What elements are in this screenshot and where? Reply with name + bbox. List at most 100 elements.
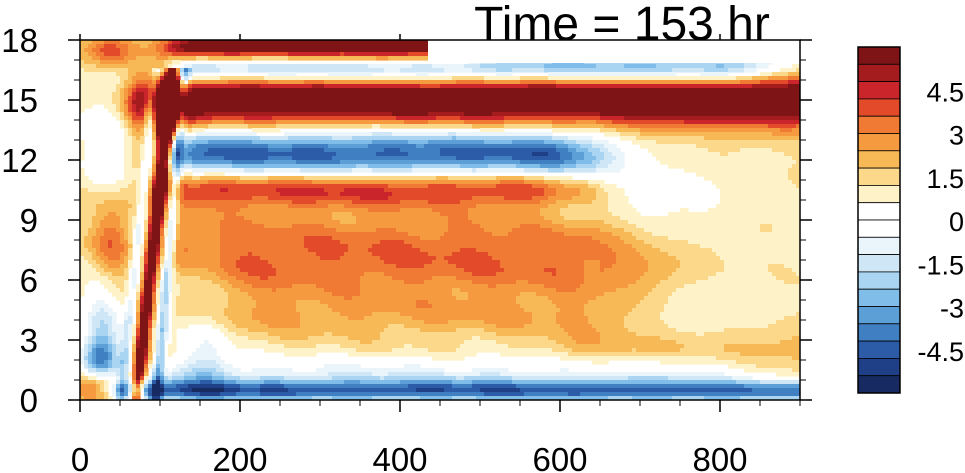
- contour-cell: [140, 152, 145, 157]
- contour-cell: [136, 240, 141, 245]
- contour-cell: [224, 376, 241, 381]
- contour-cell: [120, 368, 125, 373]
- contour-cell: [156, 292, 161, 297]
- contour-cell: [180, 124, 185, 129]
- contour-cell: [80, 52, 89, 57]
- contour-cell: [80, 196, 137, 201]
- contour-cell: [456, 376, 465, 381]
- contour-cell: [128, 224, 133, 229]
- contour-cell: [224, 156, 269, 161]
- contour-cell: [140, 128, 145, 133]
- contour-cell: [560, 208, 609, 213]
- contour-cell: [432, 208, 469, 213]
- contour-cell: [152, 272, 157, 277]
- contour-cell: [116, 72, 129, 77]
- contour-cell: [220, 248, 309, 253]
- contour-cell: [124, 396, 129, 400]
- contour-cell: [160, 392, 165, 397]
- contour-cell: [144, 372, 149, 377]
- contour-cell: [576, 288, 617, 293]
- contour-cell: [592, 360, 609, 365]
- contour-cell: [88, 44, 97, 49]
- contour-cell: [168, 252, 173, 257]
- contour-cell: [136, 296, 141, 301]
- contour-cell: [92, 308, 101, 313]
- contour-cell: [324, 224, 449, 229]
- contour-cell: [144, 200, 149, 205]
- contour-cell: [104, 268, 125, 273]
- contour-cell: [364, 272, 385, 277]
- contour-cell: [656, 284, 685, 289]
- contour-cell: [152, 312, 157, 317]
- contour-cell: [616, 288, 653, 293]
- contour-cell: [148, 256, 157, 261]
- contour-cell: [384, 272, 473, 277]
- contour-cell: [264, 380, 281, 385]
- contour-cell: [172, 256, 177, 261]
- contour-cell: [164, 60, 173, 65]
- contour-cell: [540, 208, 561, 213]
- contour-cell: [148, 392, 153, 397]
- contour-cell: [172, 152, 177, 157]
- contour-cell: [592, 152, 605, 157]
- contour-cell: [656, 156, 793, 161]
- contour-cell: [124, 336, 129, 341]
- contour-cell: [120, 92, 125, 97]
- contour-cell: [520, 292, 537, 297]
- contour-cell: [104, 260, 125, 265]
- contour-cell: [224, 368, 241, 373]
- contour-cell: [168, 196, 173, 201]
- colorbar-label: -4.5: [917, 337, 964, 367]
- contour-cell: [128, 240, 133, 245]
- contour-cell: [144, 300, 153, 305]
- contour-cell: [276, 288, 325, 293]
- contour-cell: [184, 196, 253, 201]
- contour-cell: [760, 224, 773, 229]
- contour-cell: [128, 184, 137, 189]
- contour-cell: [708, 208, 800, 213]
- contour-cell: [180, 132, 185, 137]
- contour-cell: [624, 320, 665, 325]
- contour-cell: [416, 72, 429, 77]
- contour-cell: [172, 128, 177, 133]
- contour-cell: [684, 168, 789, 173]
- contour-cell: [172, 284, 181, 289]
- contour-cell: [132, 156, 141, 161]
- contour-cell: [468, 296, 517, 301]
- contour-cell: [188, 128, 193, 133]
- contour-cell: [340, 220, 357, 225]
- contour-cell: [596, 164, 609, 169]
- contour-cell: [208, 124, 249, 129]
- contour-cell: [128, 200, 137, 205]
- contour-cell: [556, 320, 589, 325]
- contour-cell: [728, 364, 757, 369]
- contour-cell: [464, 112, 493, 117]
- contour-cell: [532, 152, 549, 157]
- contour-cell: [504, 196, 533, 201]
- contour-cell: [448, 132, 457, 137]
- contour-cell: [128, 324, 133, 329]
- contour-cell: [80, 284, 85, 289]
- contour-cell: [168, 288, 173, 293]
- contour-cell: [112, 348, 117, 353]
- contour-cell: [572, 196, 597, 201]
- contour-cell: [564, 328, 597, 333]
- contour-cell: [140, 296, 145, 301]
- contour-cell: [484, 228, 513, 233]
- contour-cell: [100, 384, 105, 389]
- contour-cell: [92, 40, 105, 45]
- contour-cell: [80, 144, 85, 149]
- contour-cell: [156, 248, 161, 253]
- contour-cell: [652, 288, 677, 293]
- contour-cell: [332, 292, 361, 297]
- contour-cell: [712, 180, 793, 185]
- contour-cell: [104, 320, 113, 325]
- contour-cell: [340, 192, 393, 197]
- contour-cell: [176, 252, 221, 257]
- contour-cell: [224, 212, 237, 217]
- contour-cell: [80, 268, 97, 273]
- contour-cell: [380, 336, 473, 341]
- contour-cell: [340, 52, 345, 57]
- contour-cell: [92, 336, 97, 341]
- contour-cell: [176, 268, 209, 273]
